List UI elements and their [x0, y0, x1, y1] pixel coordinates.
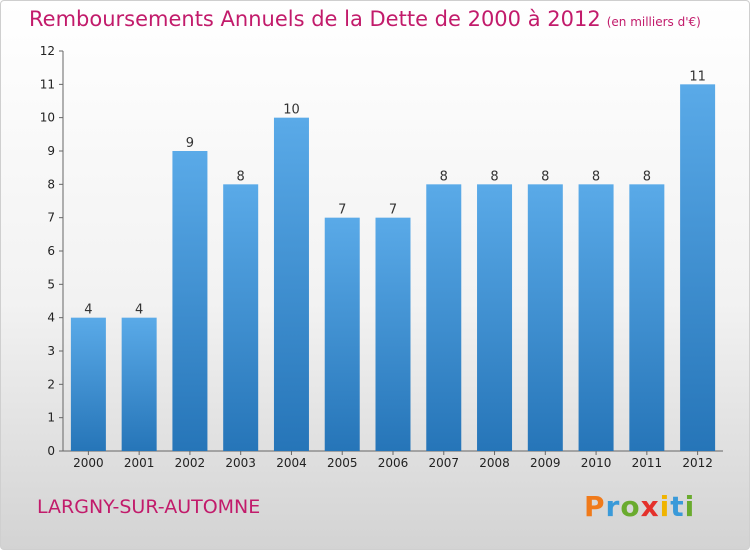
- logo-letter: P: [584, 490, 606, 523]
- x-tick-label: 2008: [479, 456, 510, 470]
- chart-unit: (en milliers d'€): [606, 15, 701, 29]
- data-label: 7: [338, 203, 346, 218]
- data-label: 4: [84, 303, 92, 318]
- logo-letter: t: [670, 490, 685, 523]
- y-tick-label: 4: [47, 311, 55, 325]
- y-tick-label: 9: [47, 144, 55, 158]
- bar: [172, 151, 208, 451]
- x-tick-label: 2009: [530, 456, 561, 470]
- data-label: 8: [541, 169, 549, 184]
- logo-letter: o: [620, 490, 641, 523]
- y-tick-label: 0: [47, 444, 55, 458]
- y-tick-label: 2: [47, 377, 55, 391]
- y-tick-label: 5: [47, 277, 55, 291]
- data-label: 10: [283, 103, 300, 118]
- data-label: 8: [440, 169, 448, 184]
- bar: [70, 317, 106, 451]
- x-tick-label: 2007: [428, 456, 459, 470]
- logo-letter: r: [605, 490, 621, 523]
- bar: [375, 217, 411, 451]
- x-tick-label: 2002: [175, 456, 206, 470]
- data-label: 9: [186, 136, 194, 151]
- y-tick-label: 11: [40, 77, 55, 91]
- proxiti-logo: Proxiti: [584, 490, 695, 523]
- bar: [121, 317, 157, 451]
- bar: [477, 184, 513, 452]
- y-tick-label: 10: [40, 111, 55, 125]
- data-label: 11: [689, 69, 706, 84]
- bar: [578, 184, 614, 452]
- x-tick-label: 2010: [581, 456, 612, 470]
- x-tick-label: 2006: [378, 456, 409, 470]
- y-tick-label: 6: [47, 244, 55, 258]
- y-tick-label: 12: [40, 44, 55, 58]
- x-tick-label: 2012: [682, 456, 713, 470]
- y-tick-label: 7: [47, 211, 55, 225]
- bar: [273, 117, 309, 452]
- commune-name: LARGNY-SUR-AUTOMNE: [37, 496, 261, 518]
- bar: [223, 184, 259, 452]
- x-tick-label: 2000: [73, 456, 104, 470]
- data-label: 8: [592, 169, 600, 184]
- x-tick-label: 2005: [327, 456, 358, 470]
- data-label: 8: [237, 169, 245, 184]
- bar: [324, 217, 360, 451]
- x-tick-label: 2011: [632, 456, 663, 470]
- logo-letter: i: [659, 490, 671, 523]
- bar: [527, 184, 563, 452]
- chart-title: Remboursements Annuels de la Dette de 20…: [29, 7, 701, 31]
- y-tick-label: 8: [47, 177, 55, 191]
- logo-letter: i: [684, 490, 696, 523]
- data-label: 8: [490, 169, 498, 184]
- logo-letter: x: [640, 490, 660, 523]
- data-label: 7: [389, 203, 397, 218]
- data-label: 8: [643, 169, 651, 184]
- y-tick-label: 1: [47, 411, 55, 425]
- y-tick-label: 3: [47, 344, 55, 358]
- bar: [629, 184, 665, 452]
- bar: [426, 184, 462, 452]
- chart-title-text: Remboursements Annuels de la Dette de 20…: [29, 7, 601, 31]
- bar: [680, 84, 716, 451]
- data-label: 4: [135, 303, 143, 318]
- x-tick-label: 2003: [225, 456, 256, 470]
- x-tick-label: 2001: [124, 456, 155, 470]
- x-tick-label: 2004: [276, 456, 307, 470]
